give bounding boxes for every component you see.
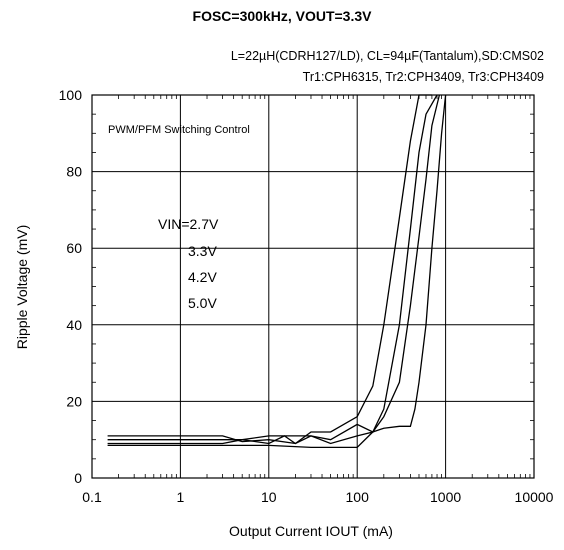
y-tick-label: 100: [59, 87, 83, 103]
x-tick-label: 100: [346, 489, 370, 505]
x-tick-label: 0.1: [82, 489, 102, 505]
test-conditions-line2: Tr1:CPH6315, Tr2:CPH3409, Tr3:CPH3409: [302, 70, 544, 84]
x-tick-label: 1000: [430, 489, 461, 505]
x-axis-label: Output Current IOUT (mA): [229, 523, 393, 539]
series-line-1: [107, 94, 438, 445]
series-line-2: [107, 94, 441, 445]
x-tick-label: 10000: [515, 489, 554, 505]
y-tick-label: 60: [66, 240, 82, 256]
vin-label-2.7v: VIN=2.7V: [158, 216, 219, 232]
plot-area: [91, 94, 535, 479]
x-tick-label: 10: [261, 489, 277, 505]
series-line-3: [107, 94, 447, 449]
x-tick-label: 1: [177, 489, 185, 505]
vin-label-5.0v: 5.0V: [188, 295, 217, 311]
vin-label-4.2v: 4.2V: [188, 269, 217, 285]
mode-annotation: PWM/PFM Switching Control: [108, 124, 250, 136]
y-tick-label: 20: [66, 393, 82, 409]
chart-title: FOSC=300kHz, VOUT=3.3V: [192, 8, 372, 24]
vin-legend: VIN=2.7V 3.3V 4.2V 5.0V: [158, 216, 219, 311]
y-tick-label: 0: [74, 470, 82, 486]
test-conditions-line1: L=22µH(CDRH127/LD), CL=94µF(Tantalum),SD…: [230, 49, 544, 63]
y-tick-label: 80: [66, 164, 82, 180]
y-axis-label: Ripple Voltage (mV): [14, 225, 30, 350]
series-line-0: [107, 94, 432, 445]
vin-label-3.3v: 3.3V: [188, 243, 217, 259]
y-tick-label: 40: [66, 317, 82, 333]
